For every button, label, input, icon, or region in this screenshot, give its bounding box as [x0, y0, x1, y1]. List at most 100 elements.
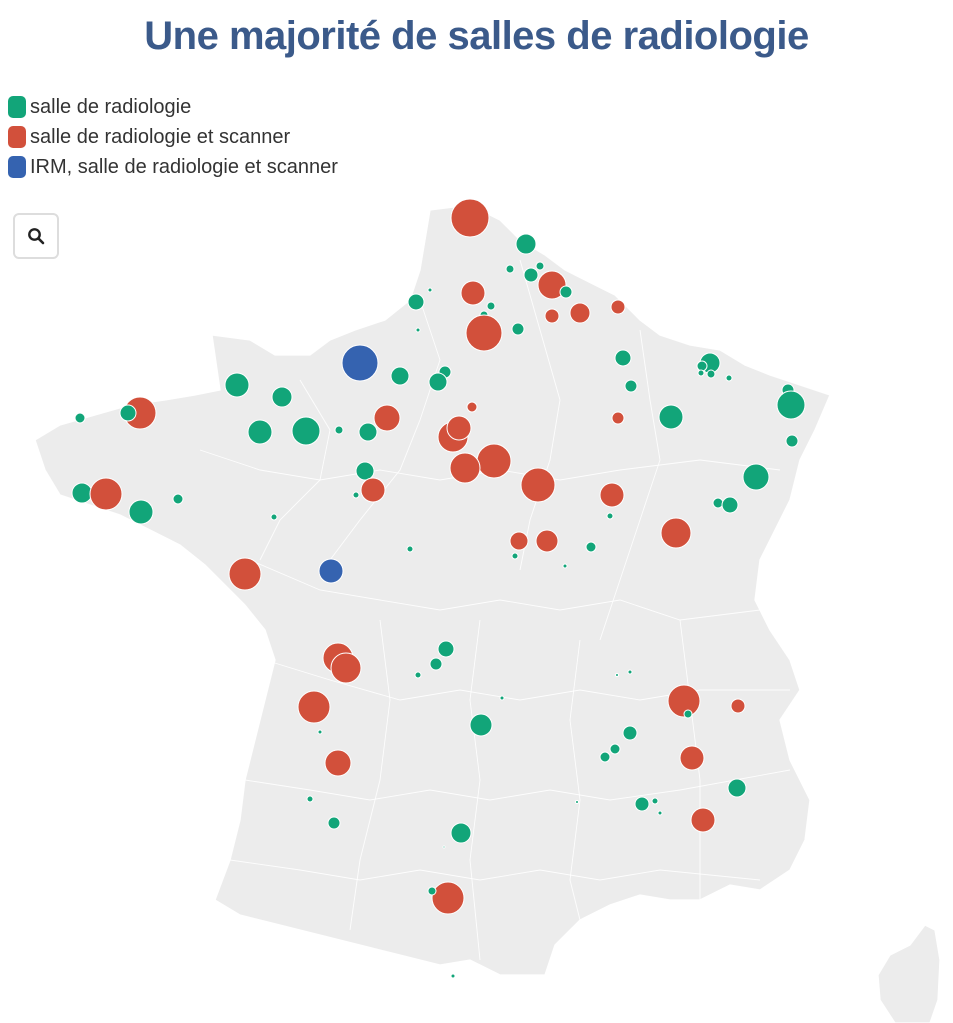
marker-radiologie[interactable]	[317, 729, 323, 735]
marker-radiologie[interactable]	[614, 349, 632, 367]
marker-radiologie[interactable]	[172, 493, 184, 505]
marker-radiologie[interactable]	[697, 369, 705, 377]
marker-radiologie[interactable]	[651, 797, 659, 805]
marker-irm[interactable]	[318, 558, 344, 584]
marker-radiologie[interactable]	[450, 822, 472, 844]
marker-radiologie[interactable]	[499, 695, 505, 701]
legend-item-radiologie-scanner[interactable]: salle de radiologie et scanner	[8, 122, 338, 152]
marker-radiologie[interactable]	[270, 513, 278, 521]
marker-radiologie-scanner[interactable]	[520, 467, 556, 503]
legend-item-radiologie[interactable]: salle de radiologie	[8, 92, 338, 122]
marker-radiologie[interactable]	[428, 372, 448, 392]
marker-radiologie-scanner[interactable]	[610, 299, 626, 315]
marker-radiologie[interactable]	[486, 301, 496, 311]
marker-radiologie-scanner[interactable]	[509, 531, 529, 551]
marker-radiologie[interactable]	[390, 366, 410, 386]
marker-radiologie[interactable]	[271, 386, 293, 408]
marker-radiologie[interactable]	[119, 404, 137, 422]
marker-radiologie-scanner[interactable]	[599, 482, 625, 508]
legend-item-irm[interactable]: IRM, salle de radiologie et scanner	[8, 152, 338, 182]
marker-radiologie[interactable]	[358, 422, 378, 442]
marker-radiologie-scanner[interactable]	[297, 690, 331, 724]
marker-radiologie-scanner[interactable]	[324, 749, 352, 777]
marker-radiologie-scanner[interactable]	[537, 270, 567, 300]
marker-radiologie-scanner[interactable]	[446, 415, 472, 441]
marker-radiologie[interactable]	[624, 379, 638, 393]
marker-radiologie[interactable]	[306, 795, 314, 803]
marker-radiologie[interactable]	[406, 545, 414, 553]
marker-radiologie[interactable]	[511, 552, 519, 560]
marker-radiologie[interactable]	[721, 496, 739, 514]
marker-radiologie[interactable]	[352, 491, 360, 499]
marker-radiologie[interactable]	[414, 671, 422, 679]
marker-radiologie[interactable]	[727, 778, 747, 798]
marker-radiologie[interactable]	[327, 816, 341, 830]
marker-radiologie[interactable]	[128, 499, 154, 525]
marker-radiologie[interactable]	[427, 287, 433, 293]
marker-radiologie-scanner[interactable]	[660, 517, 692, 549]
marker-radiologie-scanner[interactable]	[535, 529, 559, 553]
marker-radiologie[interactable]	[575, 800, 579, 804]
marker-radiologie[interactable]	[559, 285, 573, 299]
marker-radiologie[interactable]	[224, 372, 250, 398]
marker-radiologie[interactable]	[599, 751, 611, 763]
marker-radiologie[interactable]	[615, 673, 619, 677]
marker-radiologie[interactable]	[622, 725, 638, 741]
marker-radiologie[interactable]	[511, 322, 525, 336]
marker-radiologie[interactable]	[609, 743, 621, 755]
marker-radiologie[interactable]	[658, 404, 684, 430]
marker-radiologie-scanner[interactable]	[373, 404, 401, 432]
marker-radiologie-scanner[interactable]	[690, 807, 716, 833]
marker-radiologie[interactable]	[247, 419, 273, 445]
marker-radiologie-scanner[interactable]	[228, 557, 262, 591]
map-search-button[interactable]	[13, 213, 59, 259]
marker-radiologie[interactable]	[683, 709, 693, 719]
marker-radiologie[interactable]	[334, 425, 344, 435]
marker-radiologie[interactable]	[523, 267, 539, 283]
marker-radiologie[interactable]	[429, 657, 443, 671]
marker-radiologie-scanner[interactable]	[667, 684, 701, 718]
marker-radiologie[interactable]	[442, 845, 446, 849]
marker-radiologie[interactable]	[627, 669, 633, 675]
marker-radiologie[interactable]	[776, 390, 806, 420]
marker-radiologie-scanner[interactable]	[89, 477, 123, 511]
marker-radiologie-scanner[interactable]	[330, 652, 362, 684]
marker-radiologie[interactable]	[785, 434, 799, 448]
marker-radiologie-scanner[interactable]	[460, 280, 486, 306]
marker-radiologie-scanner[interactable]	[569, 302, 591, 324]
marker-radiologie[interactable]	[634, 796, 650, 812]
marker-radiologie-scanner[interactable]	[450, 198, 490, 238]
marker-radiologie-scanner[interactable]	[466, 401, 478, 413]
marker-radiologie[interactable]	[450, 973, 456, 979]
marker-irm[interactable]	[341, 344, 379, 382]
marker-radiologie[interactable]	[291, 416, 321, 446]
marker-radiologie-scanner[interactable]	[465, 314, 503, 352]
marker-radiologie[interactable]	[696, 360, 708, 372]
marker-radiologie[interactable]	[725, 374, 733, 382]
marker-radiologie-scanner[interactable]	[431, 881, 465, 915]
marker-radiologie[interactable]	[505, 264, 515, 274]
marker-radiologie-scanner[interactable]	[544, 308, 560, 324]
marker-radiologie[interactable]	[407, 293, 425, 311]
marker-radiologie[interactable]	[71, 482, 93, 504]
marker-radiologie[interactable]	[535, 261, 545, 271]
marker-radiologie[interactable]	[427, 886, 437, 896]
marker-radiologie[interactable]	[415, 327, 421, 333]
marker-radiologie[interactable]	[469, 713, 493, 737]
marker-radiologie[interactable]	[74, 412, 86, 424]
marker-radiologie[interactable]	[355, 461, 375, 481]
marker-radiologie-scanner[interactable]	[611, 411, 625, 425]
marker-radiologie[interactable]	[562, 563, 568, 569]
marker-radiologie[interactable]	[437, 640, 455, 658]
marker-radiologie[interactable]	[515, 233, 537, 255]
marker-radiologie-scanner[interactable]	[730, 698, 746, 714]
marker-radiologie-scanner[interactable]	[679, 745, 705, 771]
marker-radiologie[interactable]	[706, 369, 716, 379]
marker-radiologie-scanner[interactable]	[476, 443, 512, 479]
marker-radiologie[interactable]	[585, 541, 597, 553]
marker-radiologie[interactable]	[606, 512, 614, 520]
marker-radiologie-scanner[interactable]	[449, 452, 481, 484]
marker-radiologie[interactable]	[742, 463, 770, 491]
marker-radiologie[interactable]	[657, 810, 663, 816]
marker-radiologie[interactable]	[712, 497, 724, 509]
